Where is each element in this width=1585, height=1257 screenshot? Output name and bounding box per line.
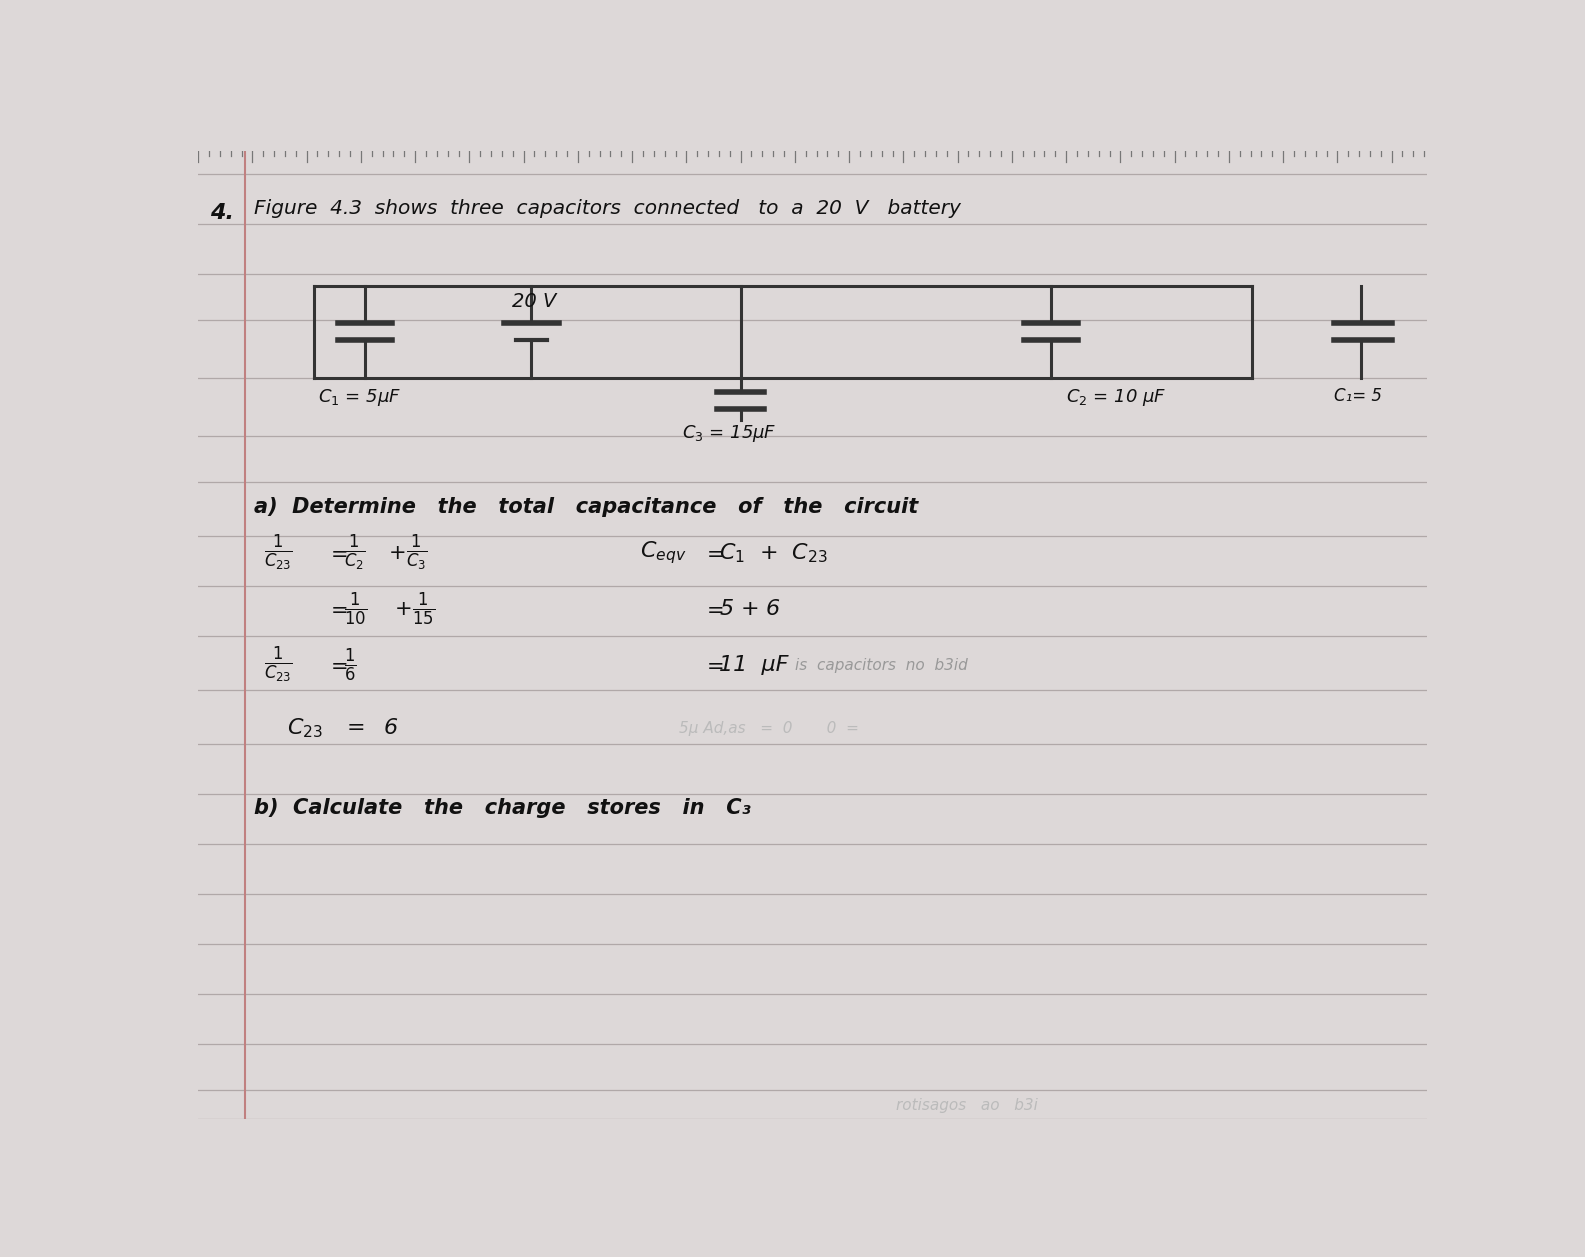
- Text: $=$: $=$: [702, 600, 723, 618]
- Text: b)  Calculate   the   charge   stores   in   C₃: b) Calculate the charge stores in C₃: [254, 798, 751, 817]
- Text: $=$: $=$: [702, 543, 723, 563]
- Text: $\frac{1}{10}$: $\frac{1}{10}$: [344, 591, 366, 627]
- Text: C₁= 5: C₁= 5: [1333, 387, 1382, 405]
- Text: $C_{eqv}$: $C_{eqv}$: [640, 539, 686, 566]
- Text: is  capacitors  no  b3id: is capacitors no b3id: [794, 657, 967, 672]
- Text: 4.: 4.: [209, 204, 233, 224]
- Text: $\frac{1}{C_3}$: $\frac{1}{C_3}$: [406, 533, 428, 573]
- Text: $=$: $=$: [327, 600, 347, 618]
- Text: 20 V: 20 V: [512, 292, 556, 310]
- Text: $=$: $=$: [327, 543, 347, 563]
- Text: $\frac{1}{C_2}$: $\frac{1}{C_2}$: [344, 533, 365, 573]
- Text: $C_1$ = 5μF: $C_1$ = 5μF: [319, 387, 401, 409]
- Text: $=$  6: $=$ 6: [341, 718, 398, 738]
- Text: a)  Determine   the   total   capacitance   of   the   circuit: a) Determine the total capacitance of th…: [254, 498, 918, 518]
- Text: $C_{23}$: $C_{23}$: [287, 716, 323, 740]
- Text: $=$: $=$: [702, 655, 723, 675]
- Text: 11  μF: 11 μF: [720, 655, 788, 675]
- Text: 5 $+$ 6: 5 $+$ 6: [720, 600, 781, 618]
- Text: 5μ Ad,as   =  0       0  =: 5μ Ad,as = 0 0 =: [678, 720, 859, 735]
- Text: $\frac{1}{15}$: $\frac{1}{15}$: [412, 591, 434, 627]
- Text: Figure  4.3  shows  three  capacitors  connected   to  a  20  V   battery: Figure 4.3 shows three capacitors connec…: [254, 199, 961, 217]
- Text: $C_1$  $+$  $C_{23}$: $C_1$ $+$ $C_{23}$: [720, 541, 827, 564]
- Text: $\frac{1}{C_{23}}$: $\frac{1}{C_{23}}$: [265, 533, 293, 573]
- Text: rotisagos   ao   b3i: rotisagos ao b3i: [896, 1097, 1038, 1112]
- Text: $\frac{1}{6}$: $\frac{1}{6}$: [344, 646, 357, 684]
- Text: $\frac{1}{C_{23}}$: $\frac{1}{C_{23}}$: [265, 645, 293, 685]
- Text: $C_2$ = 10 μF: $C_2$ = 10 μF: [1067, 387, 1167, 409]
- Text: $C_3$ = 15μF: $C_3$ = 15μF: [683, 422, 777, 444]
- Text: $+$: $+$: [395, 600, 412, 618]
- Text: $=$: $=$: [327, 655, 347, 675]
- Text: $+$: $+$: [388, 543, 406, 563]
